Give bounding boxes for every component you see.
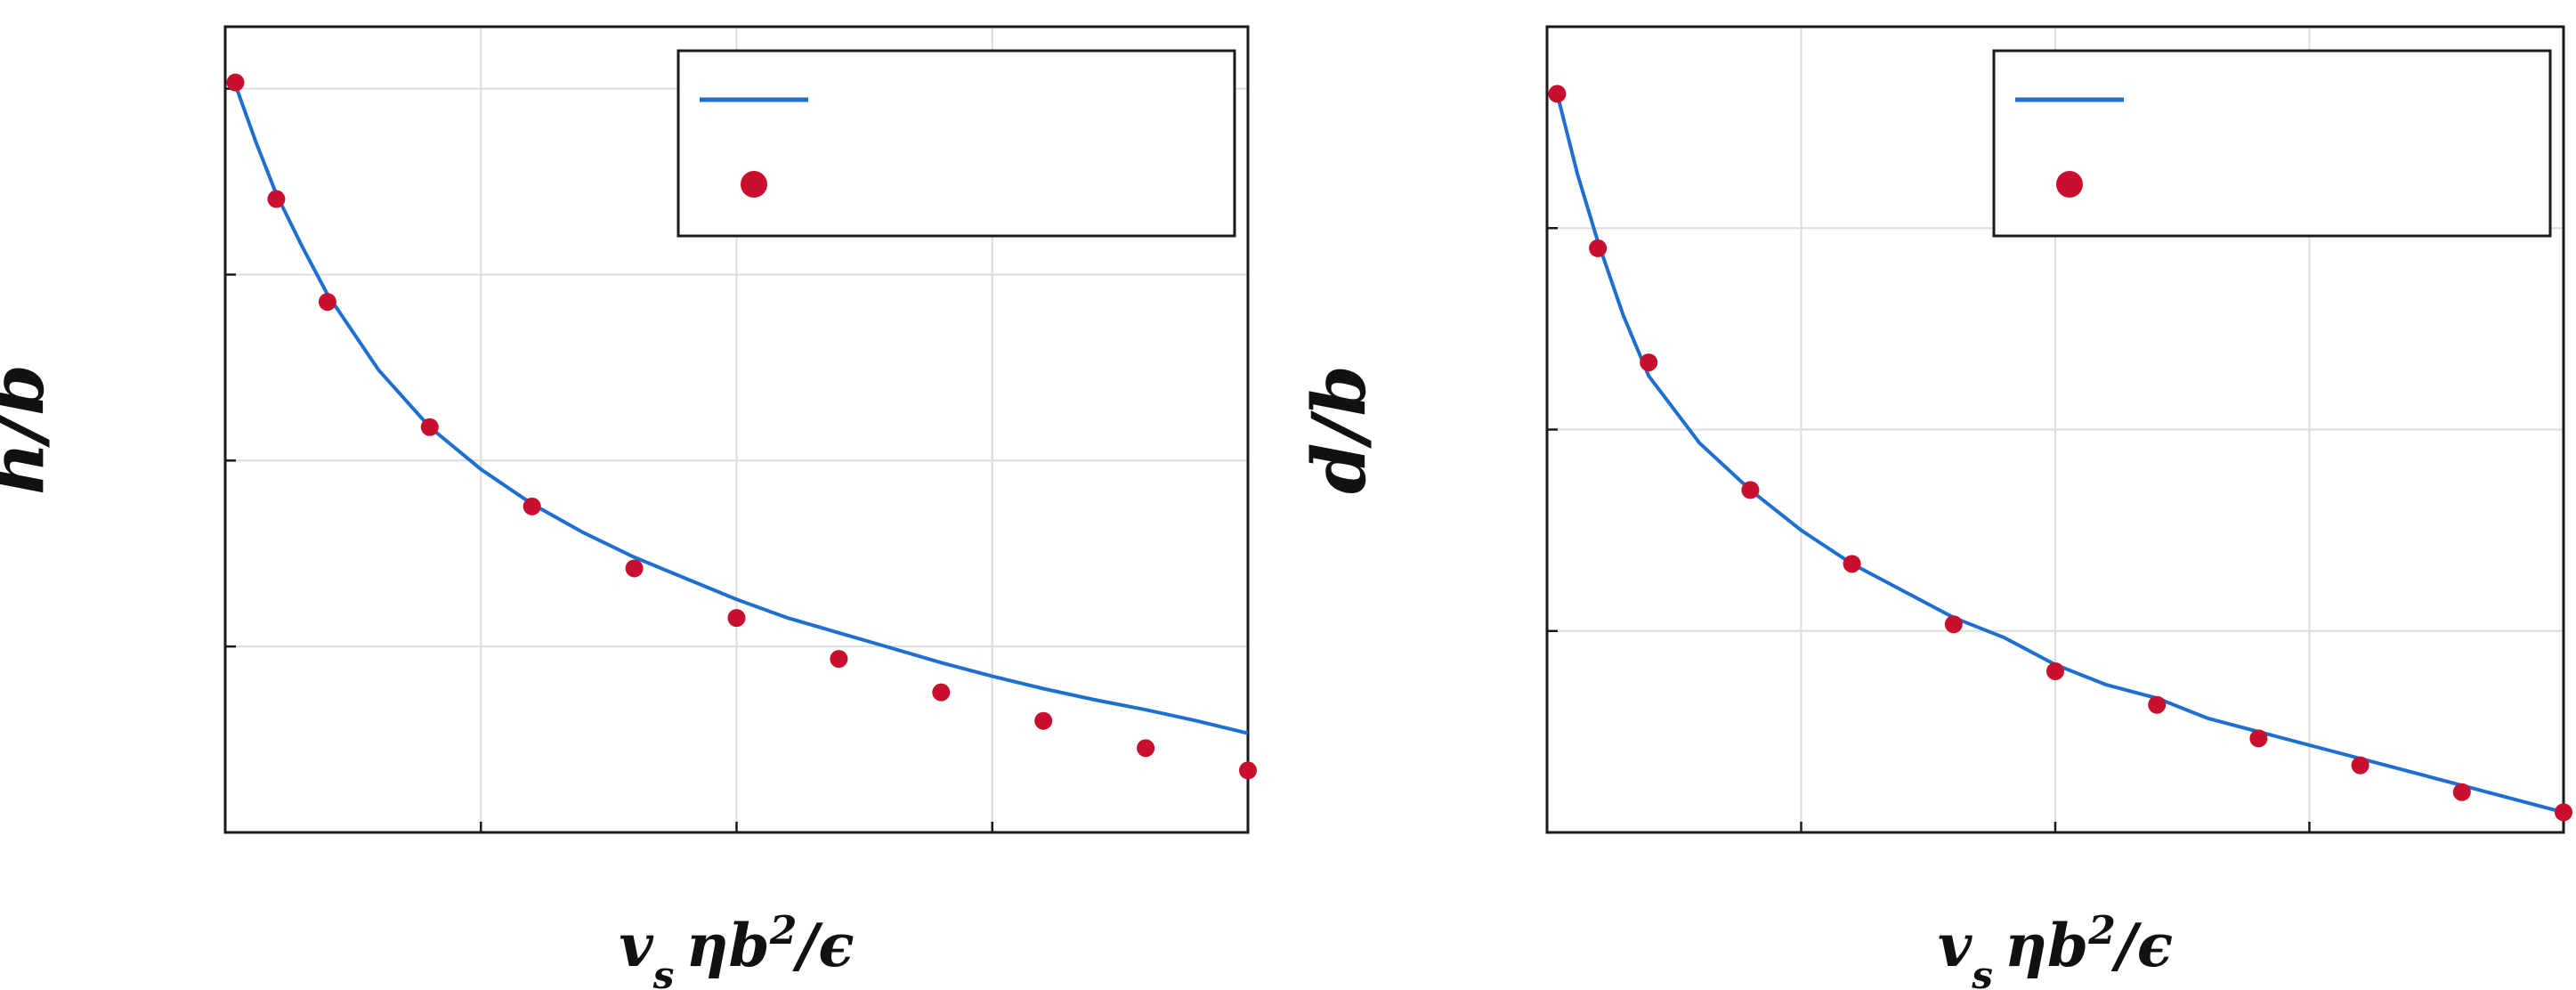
simulation-point <box>1034 711 1053 730</box>
legend <box>1992 49 2552 238</box>
panel-b: d/b vs ηb2/ϵ <box>1297 25 2572 990</box>
simulation-point <box>1640 353 1658 372</box>
analytical-line <box>233 84 1249 735</box>
legend <box>676 49 1236 238</box>
legend-box <box>676 49 1236 238</box>
simulation-point <box>1741 481 1760 499</box>
y-axis-label: d/b <box>1297 365 1382 494</box>
simulation-point <box>625 559 644 578</box>
simulation-point <box>2046 662 2064 680</box>
simulation-point <box>267 190 286 208</box>
simulation-point <box>830 650 848 669</box>
simulation-point <box>2452 783 2471 801</box>
simulation-point <box>932 683 951 702</box>
panel-a: h/b vs ηb2/ϵ <box>0 25 1257 990</box>
simulation-point <box>226 73 245 92</box>
simulation-point <box>2555 803 2572 822</box>
legend-box <box>1992 49 2552 238</box>
simulation-point <box>420 418 439 436</box>
legend-marker-swatch <box>2056 171 2083 198</box>
simulation-point <box>522 497 541 515</box>
simulation-point <box>1843 555 1861 573</box>
simulation-point <box>1589 239 1608 257</box>
plot-frame <box>1545 25 2565 834</box>
simulation-point <box>1137 739 1155 758</box>
simulation-point <box>1548 85 1567 103</box>
simulation-point <box>2351 756 2369 775</box>
y-axis-label: h/b <box>0 364 61 495</box>
simulation-point <box>2148 695 2167 714</box>
legend-marker-swatch <box>741 171 767 198</box>
simulation-point <box>1944 615 1963 634</box>
simulation-point <box>1239 761 1257 780</box>
simulation-point <box>2249 729 2268 748</box>
x-axis-label: vs ηb2/ϵ <box>1938 908 2173 990</box>
simulation-point <box>727 609 746 628</box>
analytical-line <box>1555 93 2564 815</box>
simulation-point <box>318 293 336 312</box>
x-axis-label: vs ηb2/ϵ <box>619 908 854 990</box>
plot-frame <box>223 25 1250 834</box>
